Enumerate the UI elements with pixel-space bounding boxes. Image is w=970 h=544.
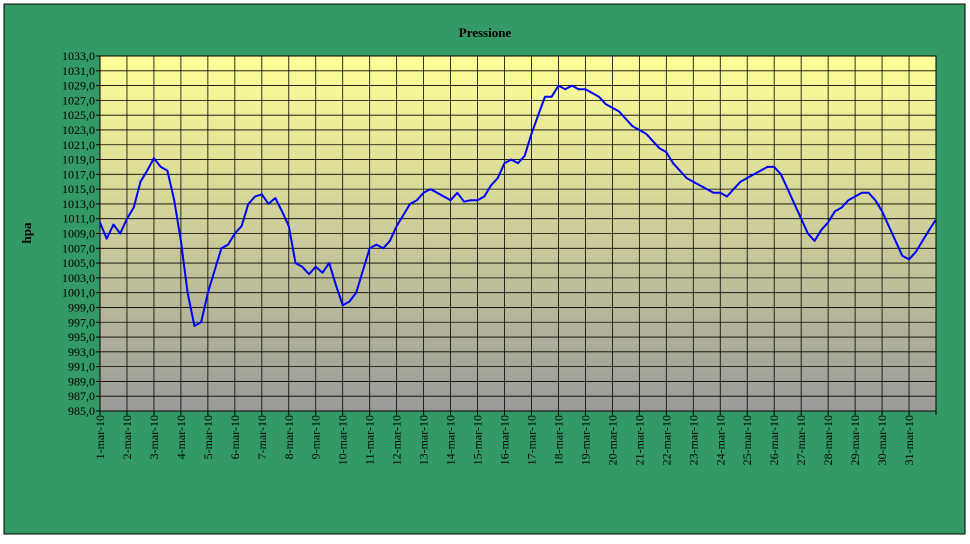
y-tick-label: 1029,0 [62,79,95,93]
x-tick-label: 22-mar-10 [659,415,673,465]
y-tick-label: 1027,0 [62,93,95,107]
x-tick-label: 18-mar-10 [551,415,565,465]
x-tick-label: 9-mar-10 [309,415,323,459]
x-tick-label: 17-mar-10 [524,415,538,465]
y-tick-label: 1005,0 [62,256,95,270]
y-tick-label: 991,0 [68,360,95,374]
y-tick-label: 1011,0 [62,212,95,226]
y-tick-label: 1003,0 [62,271,95,285]
y-tick-label: 997,0 [68,315,95,329]
y-tick-label: 993,0 [68,345,95,359]
y-axis-ticks: 985,0987,0989,0991,0993,0995,0997,0999,0… [62,49,100,418]
series-layer [99,84,937,327]
x-tick-label: 20-mar-10 [605,415,619,465]
x-tick-label: 13-mar-10 [417,415,431,465]
x-tick-label: 24-mar-10 [713,415,727,465]
x-tick-label: 16-mar-10 [498,415,512,465]
x-axis-ticks: 1-mar-10 2-mar-10 3-mar-10 4-mar-10 5-mar-10… [93,411,937,465]
x-tick-label: 26-mar-10 [767,415,781,465]
x-tick-label: 29-mar-10 [848,415,862,465]
x-tick-label: 21-mar-10 [632,415,646,465]
y-tick-label: 1007,0 [62,241,95,255]
y-tick-label: 1019,0 [62,153,95,167]
x-tick-label: 25-mar-10 [740,415,754,465]
y-tick-label: 995,0 [68,330,95,344]
y-axis-title: hpa [19,222,34,243]
x-tick-label: 14-mar-10 [444,415,458,465]
x-tick-label: 31-mar-10 [902,415,916,465]
x-tick-label: 23-mar-10 [686,415,700,465]
x-tick-label: 10-mar-10 [336,415,350,465]
x-tick-label: 11-mar-10 [363,415,377,465]
x-tick-label: 28-mar-10 [821,415,835,465]
x-tick-label: 12-mar-10 [390,415,404,465]
x-tick-label: 19-mar-10 [578,415,592,465]
y-tick-label: 1015,0 [62,182,95,196]
y-tick-label: 1009,0 [62,227,95,241]
y-tick-label: 999,0 [68,300,95,314]
x-tick-label: 8-mar-10 [282,415,296,459]
y-tick-label: 1033,0 [62,49,95,63]
gridlines [100,56,936,411]
y-tick-label: 989,0 [68,374,95,388]
x-tick-label: 15-mar-10 [471,415,485,465]
x-tick-label: 30-mar-10 [875,415,889,465]
x-tick-label: 6-mar-10 [228,415,242,459]
x-tick-label: 7-mar-10 [255,415,269,459]
y-tick-label: 1017,0 [62,167,95,181]
y-tick-label: 1031,0 [62,64,95,78]
y-tick-label: 987,0 [68,389,95,403]
x-tick-label: 2-mar-10 [120,415,134,459]
y-tick-label: 1023,0 [62,123,95,137]
y-tick-label: 1021,0 [62,138,95,152]
x-tick-label: 1-mar-10 [93,415,107,459]
pressure-series-line [99,84,937,327]
chart-title: Pressione [459,25,512,40]
y-tick-label: 985,0 [68,404,95,418]
x-tick-label: 5-mar-10 [201,415,215,459]
y-tick-label: 1013,0 [62,197,95,211]
x-tick-label: 3-mar-10 [147,415,161,459]
x-tick-label: 27-mar-10 [794,415,808,465]
y-tick-label: 1025,0 [62,108,95,122]
y-tick-label: 1001,0 [62,286,95,300]
x-tick-label: 4-mar-10 [174,415,188,459]
